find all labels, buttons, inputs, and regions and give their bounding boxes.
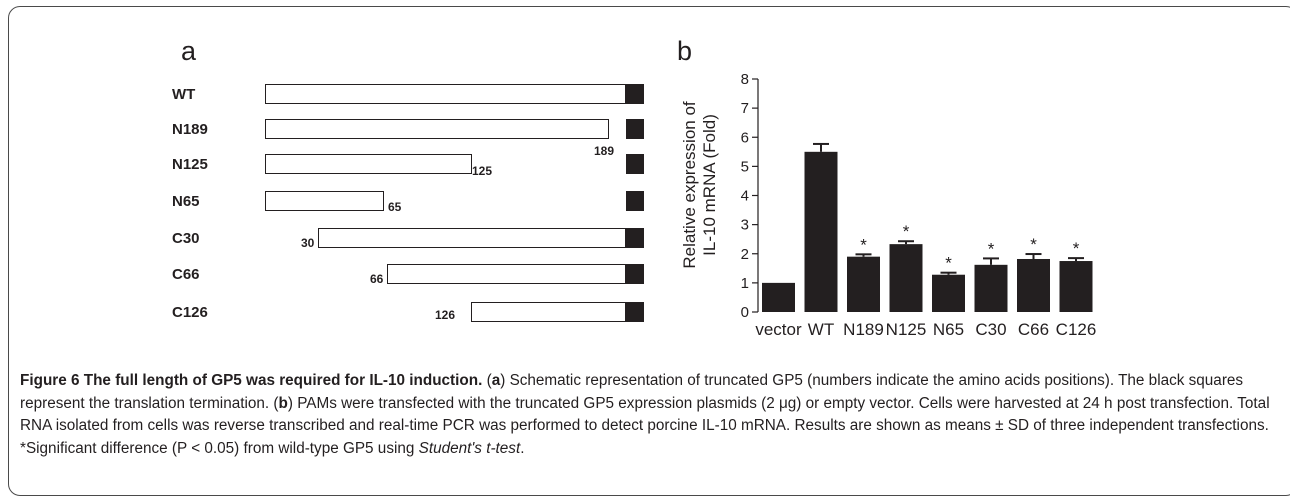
row-label-c66: C66 [172, 266, 200, 283]
row-label-c126: C126 [172, 304, 208, 321]
gp5-bar-c66 [387, 264, 626, 284]
stop-square-n125 [626, 154, 644, 174]
bar [1059, 261, 1093, 312]
y-axis-label-line2: IL-10 mRNA (Fold) [700, 114, 719, 256]
significance-marker: * [988, 239, 995, 258]
x-tick-label: C30 [975, 320, 1006, 339]
y-tick-label: 2 [741, 246, 749, 263]
gp5-bar-n125 [265, 154, 472, 174]
chart-plot-area: 0 1 2 3 4 5 6 7 8 vector WT * N189 * N125 * N65 * C30 * C66 *… [741, 71, 1097, 339]
y-tick-label: 7 [741, 100, 749, 117]
caption-text-a: ) Schematic representation of truncated … [20, 372, 1244, 412]
stop-square-c66 [626, 264, 644, 284]
bar [847, 256, 880, 312]
y-tick-label: 3 [741, 217, 749, 234]
caption-letter-a: a [491, 372, 501, 389]
caption-title: Figure 6 The full length of GP5 was requ… [20, 372, 483, 389]
y-tick-label: 1 [741, 275, 749, 292]
stop-square-c126 [626, 302, 644, 322]
gp5-bar-wt [265, 84, 626, 104]
gp5-bar-c30 [318, 228, 626, 248]
bar [804, 151, 838, 312]
stop-square-wt [626, 84, 644, 104]
start-number-c126: 126 [435, 308, 456, 322]
gp5-bar-c126 [471, 302, 626, 322]
x-tick-label: WT [808, 320, 834, 339]
stop-square-n65 [626, 191, 644, 211]
y-tick-label: 8 [741, 71, 749, 88]
y-tick-label: 0 [741, 304, 749, 321]
significance-marker: * [860, 235, 867, 254]
row-label-n65: N65 [172, 193, 200, 210]
row-label-n189: N189 [172, 121, 208, 138]
bar [1017, 258, 1050, 312]
bar-chart-il10: Relative expression of IL-10 mRNA (Fold)… [680, 71, 1097, 339]
end-number-n125: 125 [472, 164, 493, 178]
x-tick-label: N189 [843, 320, 884, 339]
x-tick-label: C66 [1018, 320, 1049, 339]
end-number-n65: 65 [388, 200, 402, 214]
y-tick-label: 5 [741, 158, 749, 175]
panel-a-letter: a [181, 36, 197, 66]
significance-marker: * [945, 254, 952, 273]
row-label-wt: WT [172, 86, 196, 103]
caption-text-b: ) PAMs were transfected with the truncat… [20, 394, 1270, 457]
caption-letter-b: b [278, 394, 288, 412]
y-tick-label: 4 [741, 188, 749, 205]
x-tick-label: C126 [1056, 320, 1097, 339]
start-number-c66: 66 [370, 272, 384, 286]
figure-caption: Figure 6 The full length of GP5 was requ… [20, 370, 1275, 460]
row-label-n125: N125 [172, 156, 208, 173]
x-tick-label: N125 [886, 320, 927, 339]
row-label-c30: C30 [172, 230, 200, 247]
panel-b-letter: b [677, 36, 693, 66]
significance-marker: * [1073, 239, 1080, 258]
bar [974, 264, 1008, 312]
caption-test-name: Student's t-test [418, 439, 521, 457]
bar [762, 282, 795, 312]
caption-end: . [520, 439, 525, 457]
start-number-c30: 30 [301, 236, 315, 250]
significance-marker: * [1030, 235, 1037, 254]
end-number-n189: 189 [594, 144, 615, 158]
stop-square-n189 [626, 119, 644, 139]
gp5-bar-n189 [265, 119, 609, 139]
stop-square-c30 [626, 228, 644, 248]
x-tick-label: vector [755, 320, 802, 339]
y-axis-label-line1: Relative expression of [680, 101, 699, 269]
gp5-bar-n65 [265, 191, 384, 211]
bar [932, 274, 965, 312]
significance-marker: * [903, 222, 910, 241]
bar [889, 244, 923, 312]
x-tick-label: N65 [933, 320, 964, 339]
caption-open-a: ( [482, 372, 492, 389]
y-tick-label: 6 [741, 129, 749, 146]
